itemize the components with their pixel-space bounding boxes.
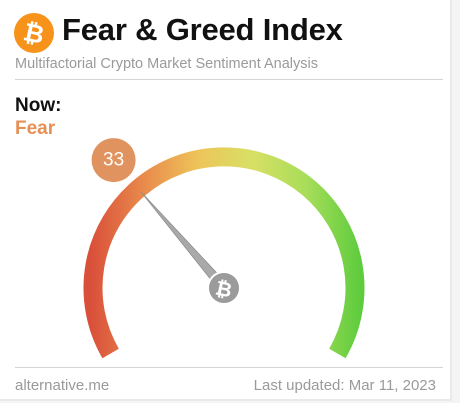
gauge-arc [83, 147, 365, 359]
index-value: 33 [103, 150, 124, 171]
footer-divider [15, 367, 443, 368]
sentiment-classification: Fear [15, 118, 56, 139]
last-updated: Last updated: Mar 11, 2023 [253, 377, 436, 394]
header-divider [15, 79, 443, 80]
bitcoin-logo-icon: ₿ [14, 13, 54, 53]
value-badge: 33 [91, 138, 136, 183]
fear-greed-card: ₿ Fear & Greed Index Multifactorial Cryp… [0, 0, 452, 401]
now-label: Now: [15, 95, 62, 116]
source-link[interactable]: alternative.me [15, 377, 110, 394]
gauge-hub: ₿ [207, 271, 241, 305]
bitcoin-hub-icon: ₿ [213, 278, 234, 303]
page-subtitle: Multifactorial Crypto Market Sentiment A… [15, 56, 318, 72]
page-title: Fear & Greed Index [62, 12, 343, 47]
sentiment-gauge: ₿ 33 [83, 138, 365, 359]
